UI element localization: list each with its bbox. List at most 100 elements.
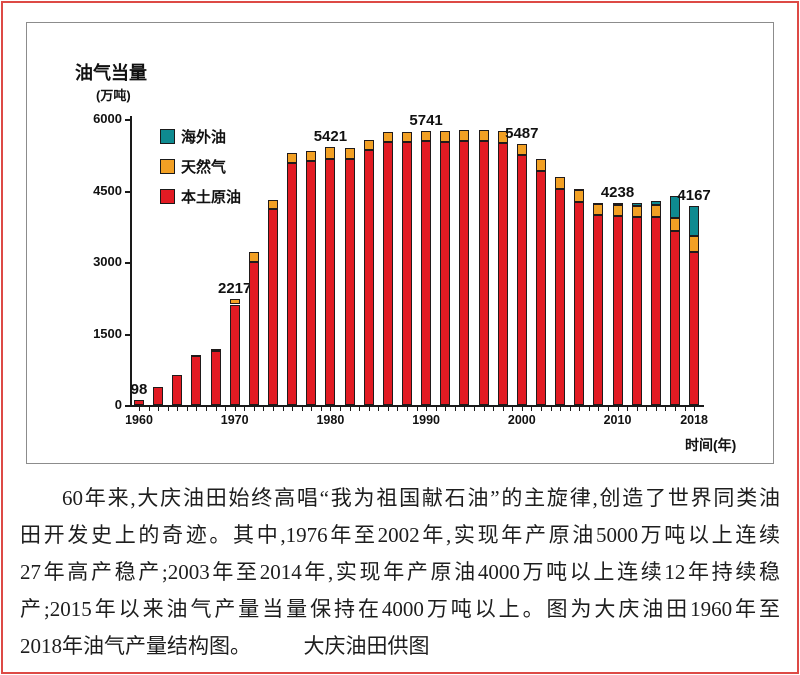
bar-segment-本土原油 (555, 189, 566, 405)
x-tick-label: 1960 (125, 413, 153, 427)
bar-segment-本土原油 (689, 252, 700, 405)
bar-segment-天然气 (516, 143, 527, 156)
bar-segment-天然气 (287, 153, 298, 163)
x-tick (378, 407, 380, 411)
x-tick (694, 407, 696, 411)
caption: 60年来,大庆油田始终高唱“我为祖国献石油”的主旋律,创造了世界同类油 田开发史… (20, 480, 780, 665)
x-tick-label: 1980 (316, 413, 345, 427)
x-axis-line (130, 405, 704, 407)
bar-segment-本土原油 (459, 140, 470, 405)
bar-segment-海外油 (650, 201, 661, 206)
bar-segment-本土原油 (497, 142, 508, 405)
bar-segment-天然气 (191, 354, 202, 357)
x-tick (655, 407, 657, 411)
bar-value-label: 2217 (218, 280, 252, 298)
natural-gas-swatch-icon (160, 158, 175, 174)
y-tick (125, 119, 131, 121)
chart-unit-label: (万吨) (96, 88, 131, 103)
y-tick (125, 333, 131, 336)
bar-segment-本土原油 (344, 159, 355, 405)
bar-segment-海外油 (689, 206, 700, 236)
bar-segment-天然气 (268, 200, 278, 210)
plot-area: 0 1500 3000 4500 6000 1960 1970 1980 1990 2000 201… (27, 23, 773, 463)
x-tick (473, 407, 475, 411)
bar-segment-天然气 (440, 131, 451, 142)
legend-item-domestic-crude: 本土原油 (160, 186, 241, 206)
y-axis-line (130, 116, 132, 406)
bar-segment-本土原油 (631, 216, 642, 405)
y-tick-label: 0 (114, 397, 122, 412)
x-tick (225, 407, 227, 411)
x-tick (330, 407, 332, 411)
x-tick-label: 2000 (507, 413, 536, 427)
x-tick (521, 407, 523, 411)
y-tick (125, 190, 131, 193)
bar-segment-天然气 (612, 204, 623, 217)
bar-segment-本土原油 (229, 304, 240, 405)
x-axis-title: 时间(年) (685, 437, 737, 453)
bar-value-label: 5421 (313, 127, 348, 145)
x-tick (445, 407, 447, 411)
legend-item-label: 海外油 (181, 128, 227, 146)
bar-segment-天然气 (248, 252, 259, 262)
x-tick-label: 2010 (603, 413, 632, 427)
bar-segment-海外油 (574, 188, 585, 191)
bar-segment-本土原油 (669, 230, 680, 405)
bar-segment-本土原油 (650, 216, 661, 405)
bar-segment-本土原油 (478, 140, 489, 405)
bar-segment-本土原油 (593, 215, 604, 405)
y-tick-label: 6000 (93, 111, 122, 126)
x-tick (531, 407, 533, 411)
x-tick (320, 407, 322, 411)
x-tick (483, 407, 485, 411)
x-tick (493, 407, 495, 411)
bar-value-label: 4167 (677, 187, 711, 205)
x-tick (253, 407, 255, 411)
chart-title: 油气当量 (75, 63, 147, 83)
legend-item-natural-gas: 天然气 (160, 156, 241, 176)
bar-segment-天然气 (344, 147, 355, 160)
caption-line: 2018年油气产量结构图。 大庆油田供图 (20, 634, 430, 658)
bar-segment-本土原油 (421, 141, 432, 405)
caption-line: 60年来,大庆油田始终高唱“我为祖国献石油”的主旋律,创造了世界同类油 (62, 486, 780, 510)
bar-segment-天然气 (535, 159, 546, 171)
chart-frame: 油气当量 (万吨) 海外油 天然气 本土原油 0 1500 3000 4500 6000… (26, 22, 774, 464)
x-tick (359, 407, 361, 411)
x-tick (301, 407, 303, 411)
x-tick (292, 407, 294, 411)
legend-item-label: 本土原油 (181, 188, 242, 206)
y-tick-label: 1500 (93, 325, 122, 341)
x-tick (139, 407, 140, 411)
x-tick-label: 1970 (220, 413, 249, 427)
x-tick (426, 407, 428, 411)
x-tick (167, 407, 169, 411)
bar-segment-海外油 (612, 203, 623, 205)
x-tick (435, 407, 437, 411)
x-tick (273, 407, 274, 411)
bar-segment-天然气 (478, 129, 489, 141)
bar-segment-天然气 (402, 131, 412, 142)
x-tick (550, 407, 552, 411)
x-tick (177, 407, 179, 411)
bar-segment-本土原油 (440, 141, 451, 405)
x-tick (540, 407, 542, 411)
x-tick (416, 407, 418, 411)
bar-segment-天然气 (689, 235, 700, 253)
x-tick (311, 407, 313, 411)
bar-segment-天然气 (593, 204, 604, 215)
caption-line: 27年高产稳产;2003年至2014年,实现年产原油4000万吨以上连续12年持… (20, 560, 780, 584)
x-tick (674, 407, 676, 411)
bar-segment-本土原油 (210, 350, 221, 405)
x-tick (368, 407, 370, 411)
overseas-oil-swatch-icon (160, 128, 175, 144)
bar-segment-本土原油 (574, 202, 585, 405)
bar-segment-本土原油 (535, 171, 546, 405)
x-tick (387, 407, 389, 411)
bar-segment-本土原油 (191, 355, 202, 405)
bar-segment-天然气 (421, 131, 432, 142)
bar-segment-海外油 (669, 195, 680, 218)
x-tick (560, 407, 562, 411)
bar-segment-本土原油 (363, 150, 374, 405)
chart-legend: 海外油 天然气 本土原油 (160, 126, 241, 216)
